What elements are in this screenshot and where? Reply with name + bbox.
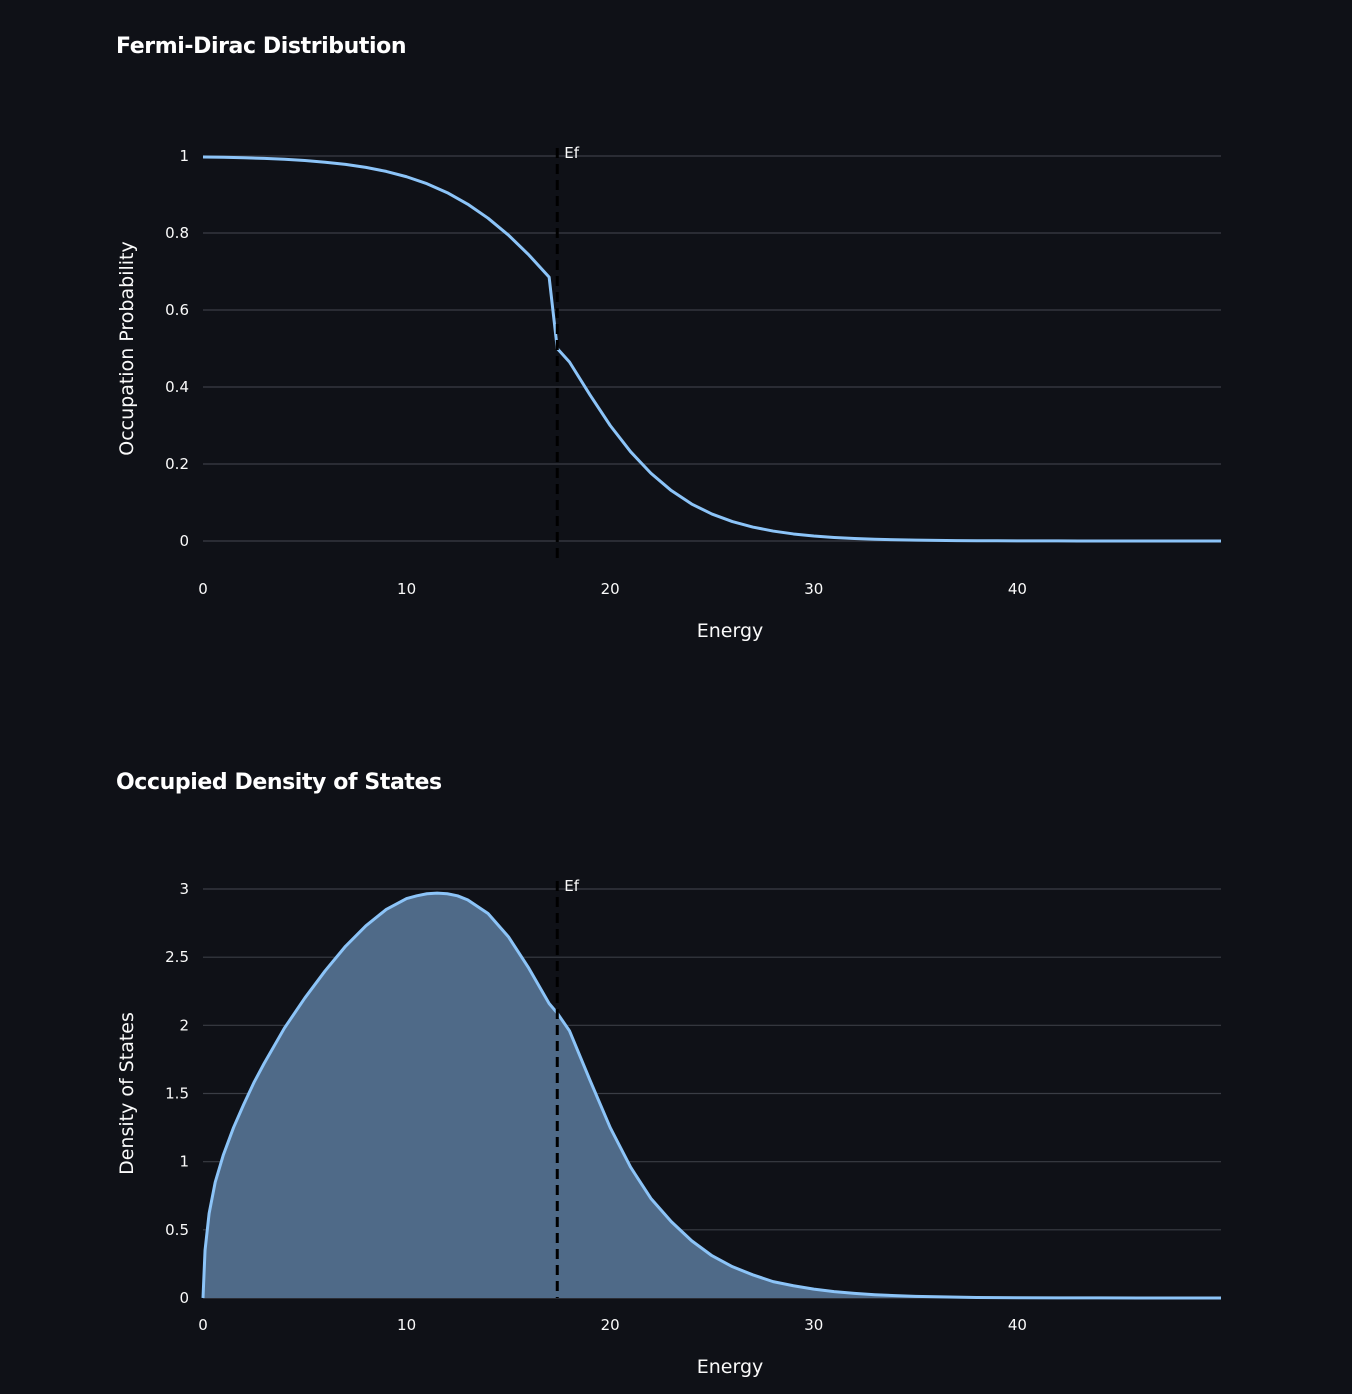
y-tick-label: 0.8 <box>165 224 189 242</box>
y-tick-label: 1.5 <box>165 1085 189 1103</box>
y-tick-label: 2 <box>179 1016 189 1034</box>
y-tick-label: 2.5 <box>165 948 189 966</box>
x-axis-label: Energy <box>697 1356 764 1378</box>
y-tick-label: 1 <box>179 1153 189 1171</box>
chart-title-fermi-dirac: Fermi-Dirac Distribution <box>116 34 407 59</box>
series-line <box>201 891 1222 1300</box>
area-fill <box>203 893 1221 1298</box>
fermi-level-label: Ef <box>564 877 579 895</box>
y-tick-label: 0.6 <box>165 301 189 319</box>
x-tick-label: 10 <box>397 1316 416 1334</box>
y-tick-label: 0.2 <box>165 455 189 473</box>
y-tick-label: 0.5 <box>165 1221 189 1239</box>
x-tick-label: 30 <box>804 580 823 598</box>
x-tick-label: 0 <box>198 1316 208 1334</box>
x-tick-label: 30 <box>804 1316 823 1334</box>
x-tick-label: 20 <box>601 1316 620 1334</box>
x-tick-label: 10 <box>397 580 416 598</box>
y-axis-label: Density of States <box>116 1012 138 1175</box>
x-axis-label: Energy <box>697 620 764 642</box>
fermi-level-label: Ef <box>564 144 579 162</box>
x-tick-label: 20 <box>601 580 620 598</box>
x-tick-label: 40 <box>1008 580 1027 598</box>
chart-title-occupied-dos: Occupied Density of States <box>116 770 442 795</box>
series-line <box>202 155 1221 543</box>
x-tick-label: 0 <box>198 580 208 598</box>
y-tick-label: 0.4 <box>165 378 189 396</box>
x-tick-label: 40 <box>1008 1316 1027 1334</box>
fermi-dirac-chart: 00.20.40.60.810 10 20 30 40EnergyOccupation … <box>116 144 1221 642</box>
y-tick-label: 1 <box>179 147 189 165</box>
y-tick-label: 3 <box>179 880 189 898</box>
y-axis-label: Occupation Probability <box>116 241 138 455</box>
y-tick-label: 0 <box>179 1289 189 1307</box>
y-tick-label: 0 <box>179 532 189 550</box>
